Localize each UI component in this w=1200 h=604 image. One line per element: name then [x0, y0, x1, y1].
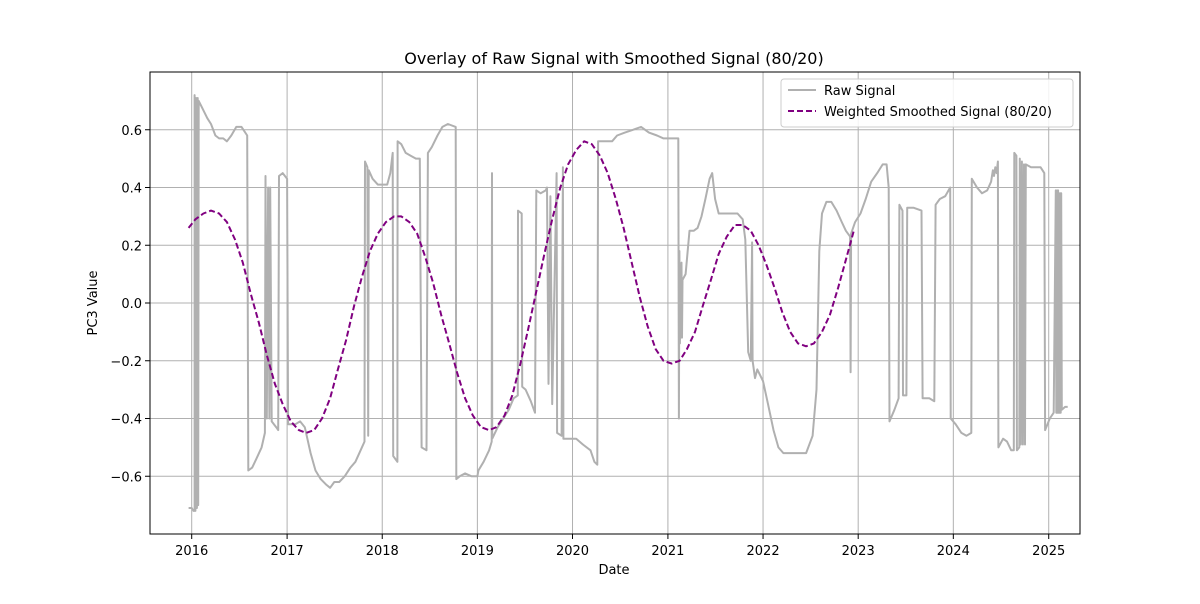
y-tick-label: 0.4 — [121, 182, 142, 197]
x-tick-label: 2025 — [1032, 544, 1065, 559]
y-tick-label: −0.4 — [110, 413, 142, 428]
raw-signal-line — [188, 94, 1068, 512]
ticks: 2016 2017 2018 2019 2020 2021 2022 2023 2024 2025… — [110, 124, 1065, 559]
smoothed-signal-line — [187, 140, 855, 434]
x-tick-label: 2020 — [556, 544, 589, 559]
series-layer — [187, 94, 1068, 512]
x-tick-label: 2019 — [461, 544, 494, 559]
chart-title: Overlay of Raw Signal with Smoothed Sign… — [404, 49, 823, 68]
legend-label-smoothed: Weighted Smoothed Signal (80/20) — [824, 105, 1052, 120]
x-tick-label: 2017 — [271, 544, 304, 559]
x-tick-label: 2018 — [366, 544, 399, 559]
y-tick-label: 0.6 — [121, 124, 142, 139]
y-axis-label: PC3 Value — [86, 270, 101, 335]
y-tick-label: 0.0 — [121, 297, 142, 312]
legend: Raw Signal Weighted Smoothed Signal (80/… — [780, 78, 1074, 128]
y-tick-label: 0.2 — [121, 239, 142, 254]
x-tick-label: 2021 — [651, 544, 684, 559]
x-axis-label: Date — [598, 563, 629, 578]
y-tick-label: −0.2 — [110, 355, 142, 370]
x-tick-label: 2022 — [747, 544, 780, 559]
grid — [150, 72, 1080, 534]
y-tick-label: −0.6 — [110, 470, 142, 485]
x-tick-label: 2024 — [937, 544, 970, 559]
legend-box — [780, 78, 1074, 128]
x-tick-label: 2023 — [842, 544, 875, 559]
x-tick-label: 2016 — [175, 544, 208, 559]
legend-label-raw: Raw Signal — [824, 84, 895, 99]
